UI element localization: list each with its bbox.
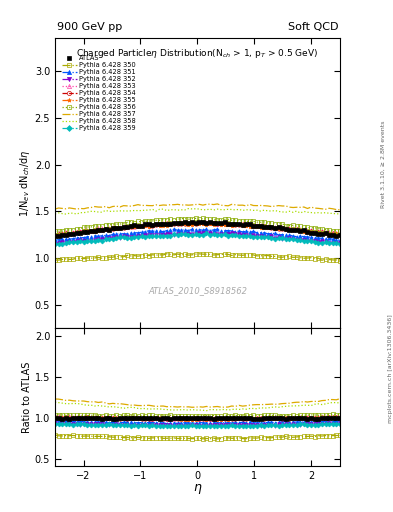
Text: 900 GeV pp: 900 GeV pp <box>57 22 122 32</box>
Text: Soft QCD: Soft QCD <box>288 22 339 32</box>
Text: Rivet 3.1.10, ≥ 2.8M events: Rivet 3.1.10, ≥ 2.8M events <box>381 120 386 207</box>
Y-axis label: 1/N$_{ev}$ dN$_{ch}$/d$\eta$: 1/N$_{ev}$ dN$_{ch}$/d$\eta$ <box>18 150 32 217</box>
Text: ATLAS_2010_S8918562: ATLAS_2010_S8918562 <box>148 286 247 295</box>
Legend: ATLAS, Pythia 6.428 350, Pythia 6.428 351, Pythia 6.428 352, Pythia 6.428 353, P: ATLAS, Pythia 6.428 350, Pythia 6.428 35… <box>61 55 137 132</box>
X-axis label: $\eta$: $\eta$ <box>193 482 202 496</box>
Y-axis label: Ratio to ATLAS: Ratio to ATLAS <box>22 361 32 433</box>
Text: Charged Particle$\eta$ Distribution(N$_{ch}$ > 1, p$_T$ > 0.5 GeV): Charged Particle$\eta$ Distribution(N$_{… <box>76 47 319 60</box>
Text: mcplots.cern.ch [arXiv:1306.3436]: mcplots.cern.ch [arXiv:1306.3436] <box>388 314 393 423</box>
